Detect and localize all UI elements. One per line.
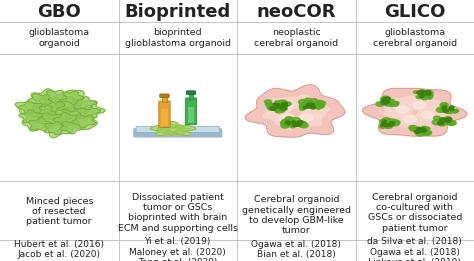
Circle shape bbox=[383, 102, 386, 103]
Circle shape bbox=[384, 124, 389, 127]
Circle shape bbox=[275, 101, 280, 103]
Circle shape bbox=[439, 118, 446, 122]
Circle shape bbox=[293, 122, 299, 125]
Circle shape bbox=[299, 124, 303, 127]
Circle shape bbox=[416, 130, 421, 133]
Polygon shape bbox=[60, 121, 84, 134]
Circle shape bbox=[298, 121, 307, 126]
Circle shape bbox=[410, 127, 417, 131]
Polygon shape bbox=[245, 85, 345, 137]
Circle shape bbox=[298, 121, 303, 123]
Circle shape bbox=[426, 91, 431, 93]
Circle shape bbox=[438, 121, 444, 125]
Circle shape bbox=[383, 123, 392, 128]
Circle shape bbox=[417, 91, 423, 94]
Circle shape bbox=[419, 96, 423, 98]
Circle shape bbox=[442, 104, 447, 106]
Circle shape bbox=[281, 121, 287, 125]
Circle shape bbox=[421, 91, 426, 93]
Polygon shape bbox=[28, 118, 52, 131]
Circle shape bbox=[417, 128, 421, 130]
Circle shape bbox=[453, 111, 457, 113]
Polygon shape bbox=[363, 88, 467, 136]
Circle shape bbox=[424, 90, 433, 95]
Circle shape bbox=[388, 123, 393, 126]
Polygon shape bbox=[61, 91, 84, 104]
Polygon shape bbox=[19, 110, 43, 123]
Circle shape bbox=[277, 106, 280, 108]
Circle shape bbox=[300, 123, 308, 128]
Text: Dissociated patient
tumor or GSCs
bioprinted with brain
ECM and supporting cells: Dissociated patient tumor or GSCs biopri… bbox=[118, 193, 238, 233]
Circle shape bbox=[421, 132, 427, 135]
Circle shape bbox=[445, 120, 454, 125]
Circle shape bbox=[277, 101, 286, 106]
Circle shape bbox=[264, 100, 272, 104]
Circle shape bbox=[413, 91, 418, 93]
Circle shape bbox=[445, 109, 451, 112]
Circle shape bbox=[380, 126, 384, 128]
Circle shape bbox=[309, 103, 314, 106]
Circle shape bbox=[386, 122, 391, 124]
Circle shape bbox=[416, 128, 420, 130]
Polygon shape bbox=[418, 107, 446, 120]
FancyBboxPatch shape bbox=[136, 126, 219, 133]
Circle shape bbox=[419, 94, 427, 98]
Circle shape bbox=[414, 130, 420, 133]
Circle shape bbox=[299, 105, 307, 109]
Polygon shape bbox=[44, 103, 74, 120]
Polygon shape bbox=[72, 115, 96, 128]
Circle shape bbox=[421, 126, 428, 130]
Circle shape bbox=[421, 111, 434, 118]
Circle shape bbox=[307, 103, 311, 106]
Polygon shape bbox=[44, 122, 68, 135]
Circle shape bbox=[381, 123, 387, 126]
Circle shape bbox=[316, 100, 322, 104]
Polygon shape bbox=[55, 97, 82, 111]
Polygon shape bbox=[156, 126, 171, 130]
Polygon shape bbox=[15, 89, 105, 138]
Circle shape bbox=[426, 93, 431, 96]
Text: Cerebral organoid
genetically engineered
to develop GBM-like
tumor: Cerebral organoid genetically engineered… bbox=[242, 195, 351, 235]
Text: glioblastoma
cerebral organoid: glioblastoma cerebral organoid bbox=[373, 28, 457, 48]
Circle shape bbox=[311, 105, 315, 107]
Circle shape bbox=[315, 100, 323, 105]
Circle shape bbox=[386, 101, 390, 103]
Circle shape bbox=[308, 103, 311, 105]
Text: Bioprinted: Bioprinted bbox=[125, 3, 231, 21]
Circle shape bbox=[449, 106, 454, 109]
Circle shape bbox=[317, 101, 326, 106]
Circle shape bbox=[286, 123, 291, 125]
Circle shape bbox=[267, 103, 273, 105]
Polygon shape bbox=[407, 115, 435, 128]
Circle shape bbox=[385, 102, 391, 105]
Circle shape bbox=[413, 102, 426, 109]
Circle shape bbox=[386, 100, 391, 103]
Circle shape bbox=[387, 119, 392, 122]
Circle shape bbox=[282, 102, 288, 106]
Circle shape bbox=[304, 98, 312, 103]
Polygon shape bbox=[270, 98, 299, 112]
Circle shape bbox=[267, 105, 276, 110]
FancyBboxPatch shape bbox=[185, 98, 197, 125]
FancyBboxPatch shape bbox=[159, 101, 170, 127]
Circle shape bbox=[281, 120, 288, 124]
Circle shape bbox=[423, 93, 429, 97]
Circle shape bbox=[447, 117, 451, 120]
Polygon shape bbox=[27, 94, 51, 107]
Circle shape bbox=[450, 109, 454, 111]
Circle shape bbox=[442, 106, 447, 108]
FancyBboxPatch shape bbox=[161, 109, 168, 126]
Polygon shape bbox=[176, 127, 191, 132]
Circle shape bbox=[450, 122, 455, 124]
Circle shape bbox=[438, 121, 447, 126]
Circle shape bbox=[317, 107, 320, 109]
Circle shape bbox=[266, 103, 273, 106]
Circle shape bbox=[270, 107, 276, 110]
Circle shape bbox=[411, 127, 416, 130]
Polygon shape bbox=[156, 129, 171, 133]
Circle shape bbox=[446, 120, 450, 122]
Text: Yi et al. (2019)
Maloney et al. (2020)
Tang et al. (2020): Yi et al. (2019) Maloney et al. (2020) T… bbox=[129, 238, 226, 261]
Circle shape bbox=[303, 107, 307, 109]
Circle shape bbox=[317, 105, 323, 108]
Circle shape bbox=[453, 110, 458, 112]
